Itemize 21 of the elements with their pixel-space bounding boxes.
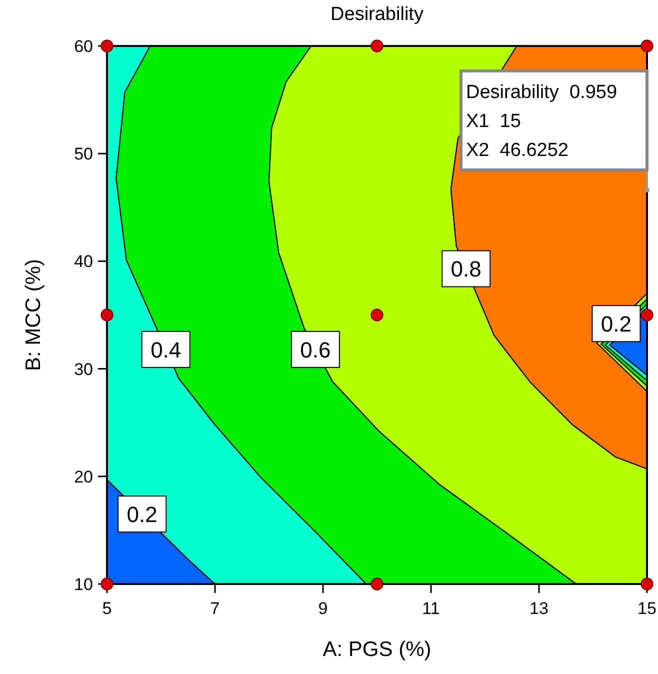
chart-title: Desirability bbox=[330, 4, 424, 25]
x-tick-label: 7 bbox=[210, 599, 220, 618]
y-tick-label: 40 bbox=[74, 252, 93, 272]
x-tick-label: 5 bbox=[102, 599, 112, 618]
x-tick-label: 15 bbox=[638, 599, 656, 618]
y-tick-label: 50 bbox=[74, 144, 93, 164]
annotation: 0.2 bbox=[126, 502, 158, 528]
y-axis-title: B: MCC (%) bbox=[22, 259, 45, 371]
x-tick-label: 13 bbox=[530, 599, 548, 618]
annotation: 0.4 bbox=[150, 337, 182, 362]
annotation: Desirability 0.959 X1 15 X2 46.6252 bbox=[466, 82, 618, 161]
annotation: 0.2 bbox=[600, 312, 632, 337]
y-tick-label: 10 bbox=[74, 575, 93, 594]
y-tick-label: 20 bbox=[74, 467, 93, 486]
annotation: 0.6 bbox=[300, 337, 331, 362]
x-tick-label: 11 bbox=[422, 599, 440, 618]
y-tick-label: 60 bbox=[74, 37, 93, 56]
y-tick-label: 30 bbox=[74, 360, 93, 379]
x-tick-label: 9 bbox=[318, 599, 328, 618]
x-axis-title: A: PGS (%) bbox=[322, 638, 432, 661]
annotation: 0.8 bbox=[450, 256, 482, 282]
